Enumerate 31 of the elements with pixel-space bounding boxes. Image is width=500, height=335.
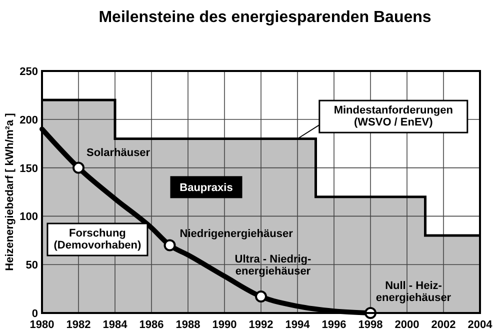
x-tick-label: 2002 (431, 319, 456, 331)
x-tick-label: 1984 (102, 319, 128, 331)
x-tick-label: 1990 (212, 319, 237, 331)
y-tick-label: 100 (20, 211, 38, 224)
annotation: Baupraxis (180, 182, 233, 194)
x-tick-label: 1994 (285, 319, 311, 331)
y-tick-label: 250 (20, 66, 38, 78)
x-tick-label: 1996 (322, 319, 346, 331)
x-tick-label: 1986 (139, 319, 164, 331)
y-tick-label: 150 (20, 162, 38, 175)
x-tick-label: 1992 (248, 319, 274, 331)
point (164, 239, 176, 252)
point (255, 290, 267, 303)
x-tick-label: 2004 (468, 319, 494, 331)
annotation: Ultra - Niedrig- energiehäuser (234, 254, 312, 278)
x-tick-label: 1982 (66, 319, 91, 331)
x-tick-label: 1998 (358, 319, 383, 331)
y-axis-title: Heizenergiebedarf [ kWh/m²a ] (4, 112, 16, 271)
series-label: Mindestanforderungen (WSVO / EnEV) (334, 104, 454, 129)
y-tick-label: 0 (32, 308, 38, 320)
x-tick-label: 1988 (176, 319, 200, 331)
x-tick-label: 1980 (30, 319, 54, 331)
series-label: Forschung (Demovorhaben) (54, 227, 142, 252)
chart-title: Meilensteine des energiesparenden Bauens (98, 9, 432, 26)
x-tick-label: 2000 (394, 319, 420, 331)
annotation: Solarhäuser (86, 146, 151, 159)
annotation: Null - Heiz- energiehäuser (376, 280, 452, 304)
y-tick-label: 50 (26, 260, 38, 272)
y-tick-label: 200 (20, 114, 38, 126)
point (72, 162, 84, 174)
annotation: Niedrigenergiehäuser (180, 228, 294, 240)
